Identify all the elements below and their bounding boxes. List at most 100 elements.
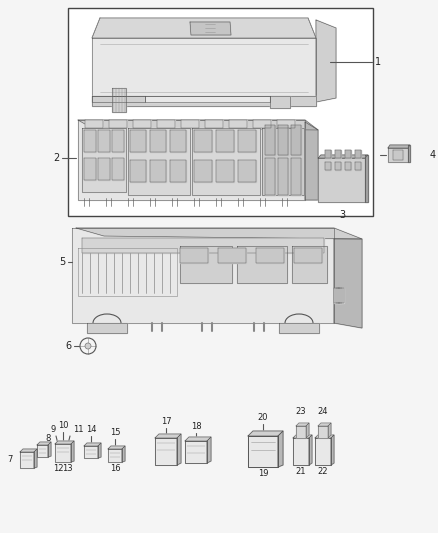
Polygon shape	[55, 441, 74, 444]
Polygon shape	[328, 423, 331, 438]
Polygon shape	[76, 228, 362, 239]
Polygon shape	[180, 246, 232, 283]
Text: 12: 12	[53, 464, 63, 473]
Polygon shape	[336, 288, 342, 303]
Polygon shape	[72, 228, 334, 323]
Polygon shape	[194, 160, 212, 182]
Polygon shape	[325, 162, 331, 170]
Text: 10: 10	[58, 421, 68, 430]
Polygon shape	[122, 446, 125, 462]
Polygon shape	[112, 130, 124, 152]
Polygon shape	[150, 130, 166, 152]
Text: 22: 22	[318, 467, 328, 476]
Polygon shape	[84, 130, 96, 152]
Polygon shape	[248, 431, 283, 436]
Polygon shape	[293, 438, 309, 465]
Polygon shape	[253, 120, 271, 128]
Polygon shape	[78, 120, 305, 200]
Polygon shape	[256, 248, 284, 263]
Polygon shape	[335, 150, 341, 158]
Polygon shape	[34, 449, 37, 468]
Polygon shape	[84, 443, 101, 446]
Polygon shape	[84, 446, 98, 458]
Polygon shape	[128, 128, 190, 195]
Polygon shape	[177, 434, 181, 465]
Polygon shape	[316, 20, 336, 102]
Polygon shape	[335, 162, 341, 170]
Polygon shape	[265, 125, 275, 155]
Polygon shape	[306, 423, 309, 438]
Text: 24: 24	[318, 407, 328, 416]
Polygon shape	[37, 445, 48, 457]
Text: 8: 8	[45, 434, 50, 443]
Polygon shape	[82, 238, 324, 253]
Text: 20: 20	[258, 413, 268, 422]
Polygon shape	[133, 120, 151, 128]
Polygon shape	[270, 96, 290, 108]
Polygon shape	[108, 446, 125, 449]
Polygon shape	[71, 441, 74, 462]
Polygon shape	[112, 96, 126, 112]
Polygon shape	[82, 128, 126, 192]
Polygon shape	[278, 125, 288, 155]
Polygon shape	[393, 150, 403, 160]
Bar	[68, 8, 373, 216]
Polygon shape	[265, 158, 275, 195]
Polygon shape	[388, 145, 410, 148]
Text: 18: 18	[191, 422, 201, 431]
Polygon shape	[85, 120, 103, 128]
Polygon shape	[155, 438, 177, 465]
Polygon shape	[296, 426, 306, 438]
Polygon shape	[216, 130, 234, 152]
Polygon shape	[170, 130, 186, 152]
Polygon shape	[315, 438, 331, 465]
Text: 23: 23	[296, 407, 306, 416]
Text: 9: 9	[50, 425, 56, 434]
Text: 13: 13	[62, 464, 72, 473]
Polygon shape	[190, 22, 231, 35]
Polygon shape	[278, 158, 288, 195]
Polygon shape	[278, 431, 283, 467]
Polygon shape	[180, 248, 208, 263]
Polygon shape	[355, 150, 361, 158]
Circle shape	[85, 343, 91, 349]
Polygon shape	[296, 423, 309, 426]
Text: 3: 3	[339, 210, 345, 220]
Polygon shape	[155, 434, 181, 438]
Polygon shape	[318, 423, 331, 426]
Polygon shape	[291, 158, 301, 195]
Polygon shape	[408, 145, 410, 162]
Polygon shape	[325, 150, 331, 158]
Polygon shape	[98, 130, 110, 152]
Text: 16: 16	[110, 464, 120, 473]
Polygon shape	[98, 443, 101, 458]
Polygon shape	[145, 96, 270, 102]
Polygon shape	[237, 246, 287, 283]
Polygon shape	[92, 96, 316, 106]
Polygon shape	[207, 437, 211, 463]
Polygon shape	[205, 120, 223, 128]
Polygon shape	[365, 155, 368, 202]
Text: 21: 21	[296, 467, 306, 476]
Text: 19: 19	[258, 469, 268, 478]
Polygon shape	[345, 162, 351, 170]
Polygon shape	[334, 288, 340, 303]
Text: 14: 14	[86, 425, 96, 434]
Polygon shape	[185, 441, 207, 463]
Polygon shape	[185, 437, 211, 441]
Text: 2: 2	[54, 153, 60, 163]
Polygon shape	[192, 128, 260, 195]
Polygon shape	[338, 288, 344, 303]
Polygon shape	[109, 120, 127, 128]
Polygon shape	[334, 239, 362, 328]
Polygon shape	[108, 449, 122, 462]
Polygon shape	[248, 436, 278, 467]
Polygon shape	[87, 323, 127, 333]
Polygon shape	[318, 158, 365, 202]
Polygon shape	[216, 160, 234, 182]
Polygon shape	[92, 96, 145, 102]
Polygon shape	[238, 130, 256, 152]
Polygon shape	[20, 452, 34, 468]
Polygon shape	[293, 435, 312, 438]
Polygon shape	[48, 442, 51, 457]
